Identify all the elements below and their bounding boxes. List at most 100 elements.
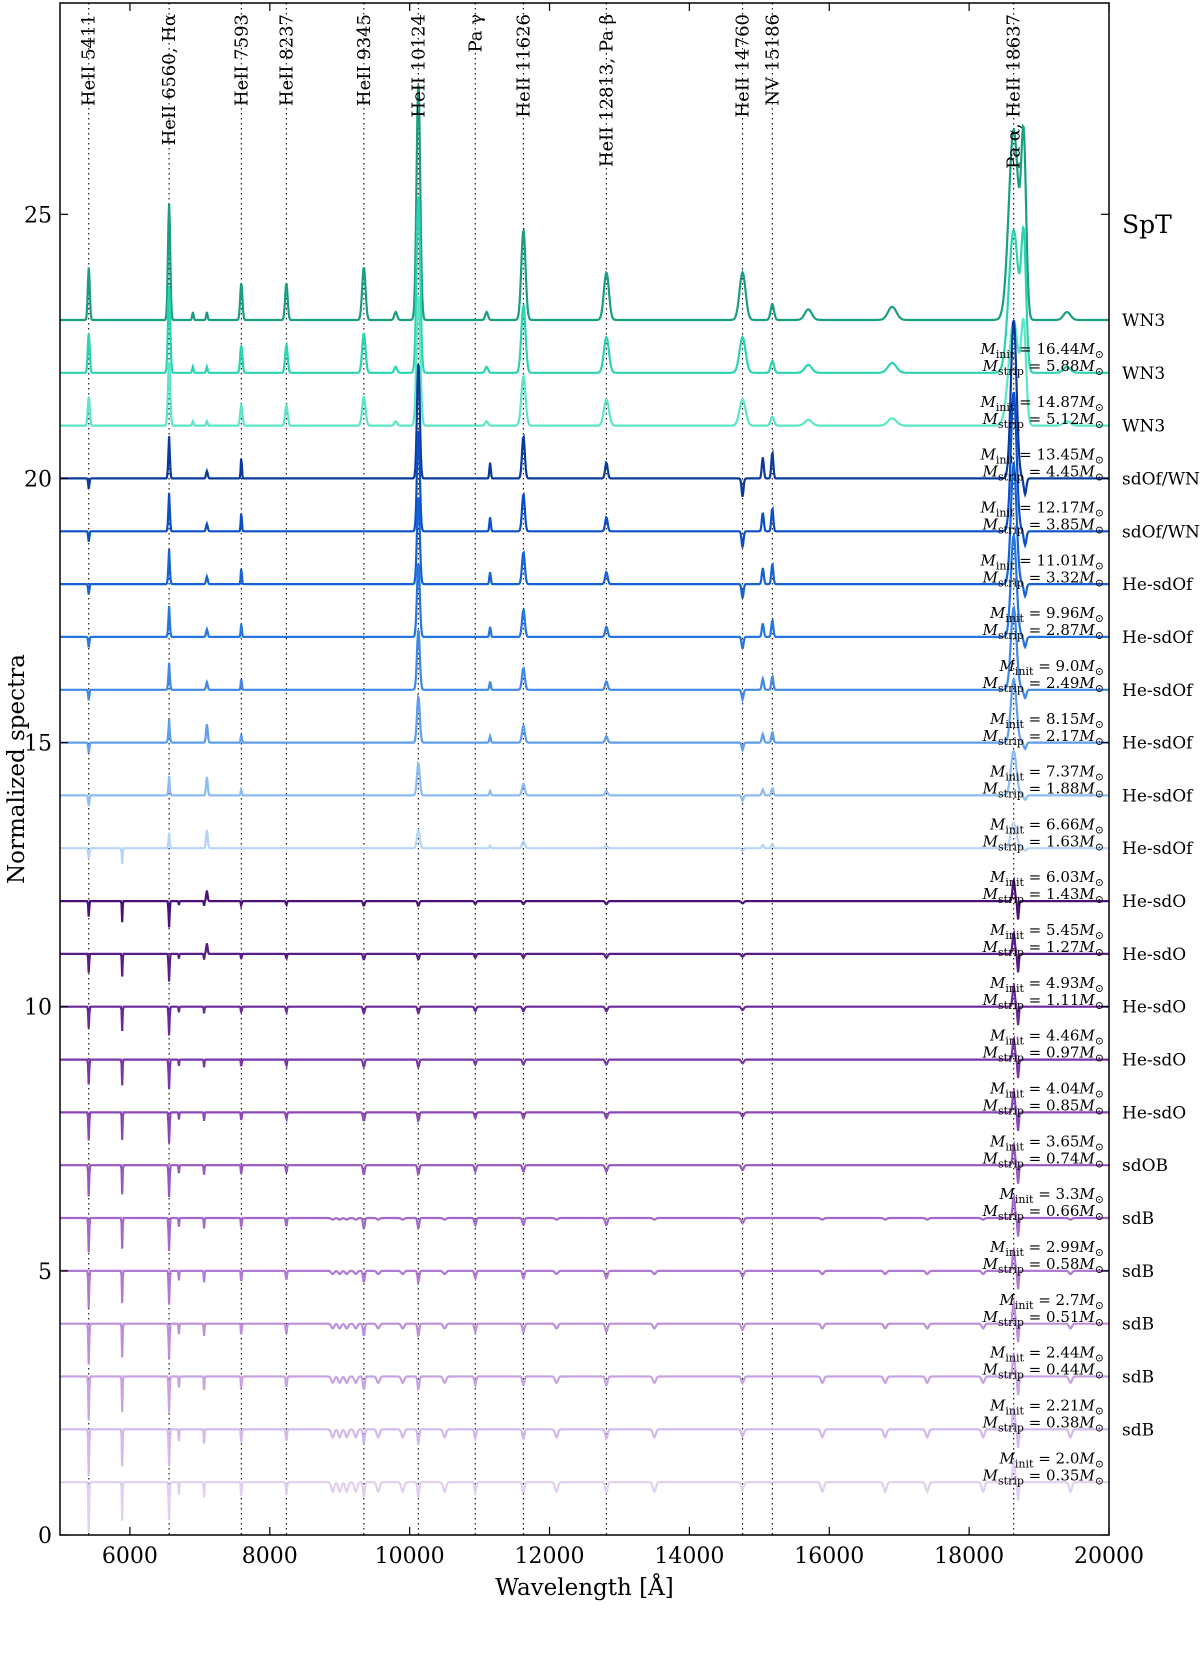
- spt-label: He-sdOf: [1122, 575, 1194, 595]
- spt-label: sdB: [1122, 1315, 1154, 1335]
- mass-init-label: Minit = 9.96M⊙: [989, 604, 1104, 625]
- mass-label: Minit = 5.45M⊙Mstrip = 1.27M⊙: [982, 921, 1104, 959]
- mass-strip-label: Mstrip = 0.44M⊙: [982, 1361, 1104, 1382]
- mass-init-label: Minit = 2.0M⊙: [999, 1449, 1104, 1470]
- mass-label: Minit = 7.37M⊙Mstrip = 1.88M⊙: [982, 763, 1104, 801]
- spectrum-line: [60, 460, 1109, 600]
- spt-label: He-sdO: [1122, 1051, 1186, 1071]
- mass-strip-label: Mstrip = 0.74M⊙: [982, 1149, 1104, 1170]
- mass-init-label: Minit = 2.44M⊙: [989, 1344, 1104, 1365]
- x-tick-label: 6000: [102, 1544, 158, 1569]
- line-label: Pa α, HeII 18637: [1004, 14, 1025, 169]
- spt-header: SpT: [1122, 210, 1172, 239]
- axis-ticks: 6000 8000 10000 12000 14000 16000 18000 20000 0 5…: [24, 3, 1144, 1569]
- y-tick-label: 25: [24, 203, 52, 228]
- mass-label: Minit = 14.87M⊙Mstrip = 5.12M⊙: [979, 393, 1104, 431]
- x-tick-label: 12000: [515, 1544, 585, 1569]
- spectrum-line: [60, 84, 1109, 322]
- mass-init-label: Minit = 12.17M⊙: [979, 498, 1104, 519]
- mass-strip-label: Mstrip = 3.32M⊙: [982, 568, 1104, 589]
- mass-label: Minit = 13.45M⊙Mstrip = 4.45M⊙: [979, 446, 1104, 484]
- spectrum-line: [60, 1034, 1109, 1090]
- mass-label: Minit = 3.3M⊙Mstrip = 0.66M⊙: [982, 1185, 1104, 1223]
- line-label: Pa γ: [465, 14, 486, 53]
- spt-label: sdOf/WN: [1122, 522, 1200, 542]
- line-label: HeII 12813, Pa β: [596, 14, 617, 167]
- mass-strip-label: Mstrip = 0.97M⊙: [982, 1044, 1104, 1065]
- spectrum-line: [60, 928, 1109, 982]
- mass-strip-label: Mstrip = 3.85M⊙: [982, 515, 1104, 536]
- spt-label: He-sdO: [1122, 945, 1186, 965]
- mass-strip-label: Mstrip = 1.27M⊙: [982, 938, 1104, 959]
- spectrum-line: [60, 391, 1109, 549]
- spectrum-line: [60, 1245, 1109, 1309]
- spt-label: He-sdOf: [1122, 786, 1194, 806]
- mass-strip-label: Mstrip = 0.85M⊙: [982, 1097, 1104, 1118]
- x-tick-label: 10000: [375, 1544, 445, 1569]
- spt-label: He-sdOf: [1122, 628, 1194, 648]
- spt-label: sdOf/WN: [1122, 469, 1200, 489]
- spectrum-line: [60, 677, 1109, 754]
- mass-label: Minit = 2.0M⊙Mstrip = 0.35M⊙: [982, 1449, 1104, 1487]
- line-label: NV 15186: [762, 14, 783, 106]
- mass-strip-label: Mstrip = 2.87M⊙: [982, 621, 1104, 642]
- mass-init-label: Minit = 14.87M⊙: [979, 393, 1104, 414]
- mass-strip-label: Mstrip = 5.12M⊙: [982, 410, 1104, 431]
- mass-strip-label: Mstrip = 0.51M⊙: [982, 1308, 1104, 1329]
- mass-label: Minit = 2.21M⊙Mstrip = 0.38M⊙: [982, 1397, 1104, 1435]
- spt-label: He-sdOf: [1122, 839, 1194, 859]
- line-label: HeII 5411: [79, 14, 100, 106]
- spectrum-line: [60, 1457, 1109, 1533]
- mass-strip-label: Mstrip = 1.63M⊙: [982, 832, 1104, 853]
- line-label: HeII 9345: [354, 14, 375, 106]
- mass-strip-label: Mstrip = 1.11M⊙: [982, 991, 1104, 1012]
- spt-label: He-sdO: [1122, 998, 1186, 1018]
- mass-init-label: Minit = 3.3M⊙: [999, 1185, 1104, 1206]
- spt-label: WN3: [1122, 417, 1165, 437]
- mass-label: Minit = 11.01M⊙Mstrip = 3.32M⊙: [979, 551, 1104, 589]
- mass-label: Minit = 4.93M⊙Mstrip = 1.11M⊙: [982, 974, 1104, 1012]
- mass-init-label: Minit = 8.15M⊙: [989, 710, 1104, 731]
- mass-init-label: Minit = 16.44M⊙: [979, 340, 1104, 361]
- mass-strip-label: Mstrip = 0.35M⊙: [982, 1466, 1104, 1487]
- mass-strip-label: Mstrip = 0.38M⊙: [982, 1414, 1104, 1435]
- spectral-line-markers: [88, 3, 1015, 1535]
- spt-label: sdOB: [1122, 1156, 1168, 1176]
- mass-strip-label: Mstrip = 0.66M⊙: [982, 1202, 1104, 1223]
- mass-init-label: Minit = 3.65M⊙: [989, 1132, 1104, 1153]
- mass-strip-label: Mstrip = 4.45M⊙: [982, 463, 1104, 484]
- x-tick-label: 18000: [934, 1544, 1004, 1569]
- mass-label: Minit = 6.03M⊙Mstrip = 1.43M⊙: [982, 868, 1104, 906]
- mass-strip-label: Mstrip = 1.88M⊙: [982, 780, 1104, 801]
- mass-init-label: Minit = 11.01M⊙: [979, 551, 1104, 572]
- spectrum-line: [60, 320, 1109, 499]
- mass-label: Minit = 6.66M⊙Mstrip = 1.63M⊙: [982, 815, 1104, 853]
- x-axis-title: Wavelength [Å]: [495, 1573, 673, 1601]
- spectral-line-labels: HeII 5411 HeII 6560, Hα HeII 7593 HeII 8237…: [79, 14, 1025, 169]
- spectrum-line: [60, 1140, 1109, 1197]
- spectrum-line: [60, 1298, 1109, 1365]
- mass-init-label: Minit = 2.99M⊙: [989, 1238, 1104, 1259]
- spectrum-line: [60, 196, 1109, 374]
- line-label: HeII 10124: [408, 14, 429, 118]
- line-label: HeII 7593: [231, 14, 252, 106]
- mass-init-label: Minit = 4.93M⊙: [989, 974, 1104, 995]
- mass-init-label: Minit = 6.66M⊙: [989, 815, 1104, 836]
- mass-labels: Minit = 16.44M⊙Mstrip = 5.88M⊙ Minit = 14…: [979, 340, 1104, 1487]
- spt-label: He-sdO: [1122, 1103, 1186, 1123]
- mass-init-label: Minit = 2.7M⊙: [999, 1291, 1104, 1312]
- mass-label: Minit = 8.15M⊙Mstrip = 2.17M⊙: [982, 710, 1104, 748]
- mass-label: Minit = 16.44M⊙Mstrip = 5.88M⊙: [979, 340, 1104, 378]
- spectrum-line: [60, 1351, 1109, 1421]
- spectrum-line: [60, 821, 1109, 865]
- line-label: HeII 6560, Hα: [159, 14, 180, 145]
- spectrum-line: [60, 1193, 1109, 1253]
- line-label: HeII 14760: [733, 14, 754, 118]
- y-tick-label: 10: [24, 996, 52, 1021]
- x-tick-label: 16000: [794, 1544, 864, 1569]
- mass-init-label: Minit = 7.37M⊙: [989, 763, 1104, 784]
- mass-label: Minit = 2.7M⊙Mstrip = 0.51M⊙: [982, 1291, 1104, 1329]
- line-label: HeII 8237: [276, 14, 297, 106]
- mass-label: Minit = 9.96M⊙Mstrip = 2.87M⊙: [982, 604, 1104, 642]
